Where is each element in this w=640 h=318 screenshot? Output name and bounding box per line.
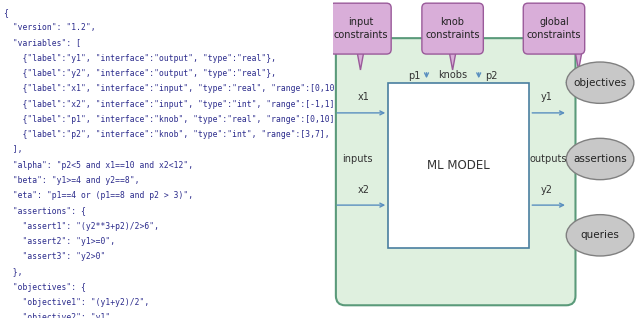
FancyBboxPatch shape — [422, 3, 483, 54]
Text: },: }, — [3, 267, 23, 276]
Polygon shape — [449, 49, 456, 70]
Text: {"label":"p2", "interface":"knob", "type":"int", "range":[3,7], "rad-abs":0.2}: {"label":"p2", "interface":"knob", "type… — [3, 130, 403, 139]
Text: ],: ], — [3, 145, 23, 154]
Text: assertions: assertions — [573, 154, 627, 164]
Text: {"label":"x1", "interface":"input", "type":"real", "range":[0,10]},: {"label":"x1", "interface":"input", "typ… — [3, 84, 349, 93]
Text: "assertions": {: "assertions": { — [3, 206, 86, 215]
Polygon shape — [356, 49, 364, 70]
Text: knobs: knobs — [438, 70, 467, 80]
Text: input
constraints: input constraints — [333, 17, 388, 40]
Text: "assert3": "y2>0": "assert3": "y2>0" — [3, 252, 106, 261]
Text: "version": "1.2",: "version": "1.2", — [3, 23, 96, 32]
FancyBboxPatch shape — [330, 3, 391, 54]
Text: "objective2": "y1": "objective2": "y1" — [3, 313, 111, 318]
Text: "objective1": "(y1+y2)/2",: "objective1": "(y1+y2)/2", — [3, 298, 150, 307]
Text: {"label":"x2", "interface":"input", "type":"int", "range":[-1,1]},: {"label":"x2", "interface":"input", "typ… — [3, 100, 345, 108]
FancyBboxPatch shape — [388, 83, 529, 248]
Text: global
constraints: global constraints — [527, 17, 581, 40]
Text: {: { — [3, 8, 8, 17]
Text: "alpha": "p2<5 and x1==10 and x2<12",: "alpha": "p2<5 and x1==10 and x2<12", — [3, 161, 193, 169]
FancyBboxPatch shape — [524, 3, 585, 54]
Text: inputs: inputs — [342, 154, 372, 164]
Text: "assert2": "y1>=0",: "assert2": "y1>=0", — [3, 237, 116, 246]
Text: y1: y1 — [540, 93, 552, 102]
Text: "objectives": {: "objectives": { — [3, 283, 86, 292]
Text: objectives: objectives — [573, 78, 627, 88]
Ellipse shape — [566, 138, 634, 180]
Text: x2: x2 — [358, 185, 369, 195]
Text: x1: x1 — [358, 93, 369, 102]
Text: {"label":"y1", "interface":"output", "type":"real"},: {"label":"y1", "interface":"output", "ty… — [3, 54, 276, 63]
Ellipse shape — [566, 62, 634, 103]
Text: queries: queries — [580, 230, 620, 240]
Text: p2: p2 — [485, 71, 497, 81]
FancyBboxPatch shape — [336, 38, 575, 305]
Polygon shape — [575, 49, 582, 70]
Text: knob
constraints: knob constraints — [426, 17, 480, 40]
Text: "beta": "y1>=4 and y2==8",: "beta": "y1>=4 and y2==8", — [3, 176, 140, 185]
Text: "variables": [: "variables": [ — [3, 38, 81, 47]
Text: "assert1": "(y2**3+p2)/2>6",: "assert1": "(y2**3+p2)/2>6", — [3, 222, 159, 231]
Text: "eta": "p1==4 or (p1==8 and p2 > 3)",: "eta": "p1==4 or (p1==8 and p2 > 3)", — [3, 191, 193, 200]
Text: y2: y2 — [540, 185, 552, 195]
Text: p1: p1 — [408, 71, 420, 81]
Text: {"label":"y2", "interface":"output", "type":"real"},: {"label":"y2", "interface":"output", "ty… — [3, 69, 276, 78]
Text: outputs: outputs — [529, 154, 566, 164]
Ellipse shape — [566, 215, 634, 256]
Text: {"label":"p1", "interface":"knob", "type":"real", "range":[0,10], "rad-rel":0.1,: {"label":"p1", "interface":"knob", "type… — [3, 115, 496, 124]
Text: ML MODEL: ML MODEL — [428, 159, 490, 172]
